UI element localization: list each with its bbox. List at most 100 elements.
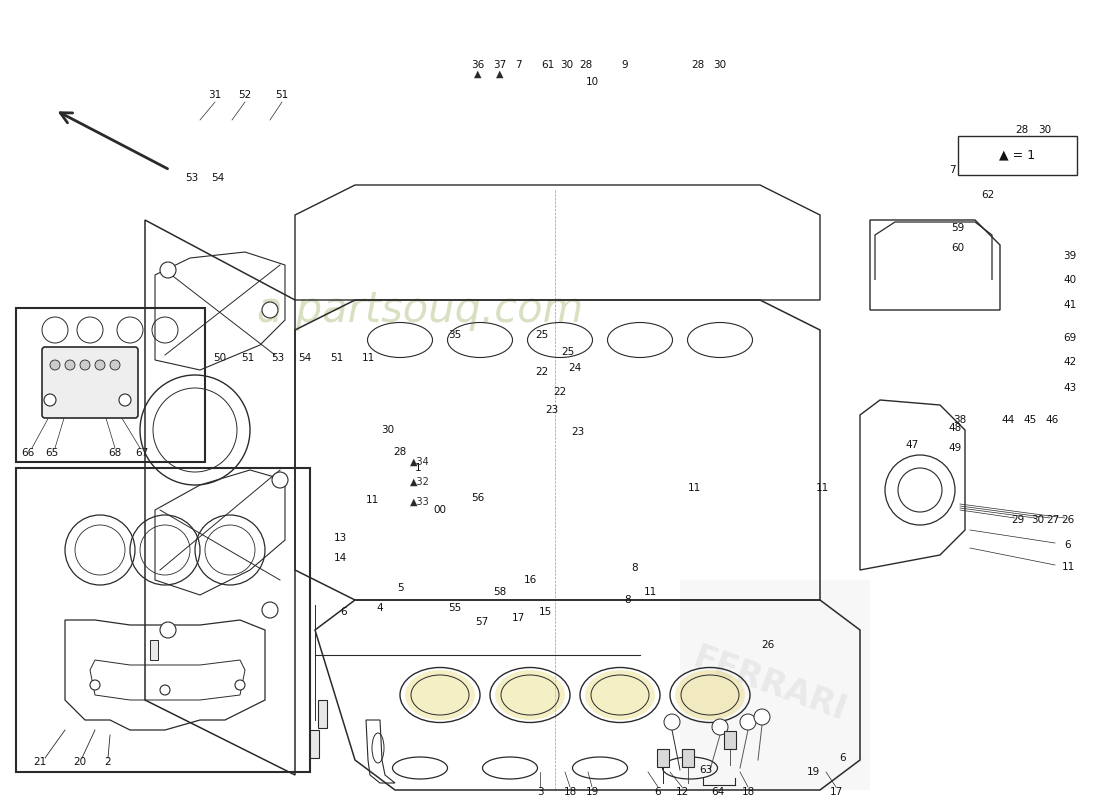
Circle shape [65, 360, 75, 370]
Text: 48: 48 [948, 423, 961, 433]
Text: 30: 30 [1032, 515, 1045, 525]
Text: 37: 37 [494, 60, 507, 70]
Text: 36: 36 [472, 60, 485, 70]
Text: 11: 11 [362, 353, 375, 363]
Text: 17: 17 [512, 613, 525, 623]
Text: 38: 38 [954, 415, 967, 425]
Circle shape [740, 714, 756, 730]
Text: 41: 41 [1064, 300, 1077, 310]
Text: 68: 68 [109, 448, 122, 458]
Text: 8: 8 [631, 563, 638, 573]
Text: 59: 59 [952, 223, 965, 233]
Text: FERRARI: FERRARI [689, 642, 851, 728]
Text: 35: 35 [449, 330, 462, 340]
Text: 17: 17 [829, 787, 843, 797]
Text: 11: 11 [815, 483, 828, 493]
Circle shape [90, 680, 100, 690]
Ellipse shape [405, 670, 475, 720]
Circle shape [110, 360, 120, 370]
Text: 26: 26 [761, 640, 774, 650]
Text: 53: 53 [186, 173, 199, 183]
Text: 1: 1 [415, 463, 421, 473]
Text: 7: 7 [948, 165, 955, 175]
Text: 14: 14 [333, 553, 346, 563]
Bar [724, 731, 736, 749]
Text: 46: 46 [1045, 415, 1058, 425]
Text: 42: 42 [1064, 357, 1077, 367]
Bar [150, 640, 158, 660]
Text: 56: 56 [472, 493, 485, 503]
Circle shape [50, 360, 60, 370]
Text: 13: 13 [333, 533, 346, 543]
Text: 21: 21 [33, 757, 46, 767]
Text: 28: 28 [692, 60, 705, 70]
Text: 23: 23 [546, 405, 559, 415]
Circle shape [235, 680, 245, 690]
Text: 50: 50 [213, 353, 227, 363]
Text: 63: 63 [700, 765, 713, 775]
Text: 5: 5 [397, 583, 404, 593]
Text: 7: 7 [515, 60, 521, 70]
Bar [682, 749, 694, 767]
Text: 11: 11 [688, 483, 701, 493]
Text: 6: 6 [1065, 540, 1071, 550]
Text: 28: 28 [580, 60, 593, 70]
Text: 57: 57 [475, 617, 488, 627]
Text: 10: 10 [585, 77, 598, 87]
Text: 67: 67 [135, 448, 149, 458]
Text: 45: 45 [1023, 415, 1036, 425]
Text: 52: 52 [239, 90, 252, 100]
Text: 65: 65 [45, 448, 58, 458]
Text: a partsouq.com: a partsouq.com [257, 289, 583, 331]
Text: 6: 6 [341, 607, 348, 617]
Circle shape [262, 602, 278, 618]
Text: 15: 15 [538, 607, 551, 617]
Text: 6: 6 [654, 787, 661, 797]
Text: 43: 43 [1064, 383, 1077, 393]
Text: 51: 51 [241, 353, 254, 363]
Text: 11: 11 [1062, 562, 1075, 572]
Circle shape [160, 262, 176, 278]
Text: 12: 12 [675, 787, 689, 797]
FancyBboxPatch shape [16, 308, 205, 462]
Text: 31: 31 [208, 90, 221, 100]
Text: 61: 61 [541, 60, 554, 70]
Text: 22: 22 [553, 387, 566, 397]
Circle shape [272, 472, 288, 488]
Circle shape [119, 394, 131, 406]
Text: 22: 22 [536, 367, 549, 377]
Circle shape [754, 709, 770, 725]
Text: 47: 47 [905, 440, 918, 450]
Text: 28: 28 [394, 447, 407, 457]
Text: 51: 51 [275, 90, 288, 100]
Text: 55: 55 [449, 603, 462, 613]
Circle shape [80, 360, 90, 370]
Text: ▲32: ▲32 [410, 477, 430, 487]
Text: 40: 40 [1064, 275, 1077, 285]
Text: 51: 51 [330, 353, 343, 363]
Text: 26: 26 [1062, 515, 1075, 525]
Text: 44: 44 [1001, 415, 1014, 425]
FancyBboxPatch shape [958, 136, 1077, 175]
Text: 30: 30 [1038, 125, 1052, 135]
Text: 49: 49 [948, 443, 961, 453]
Circle shape [160, 685, 170, 695]
Circle shape [664, 714, 680, 730]
Text: 4: 4 [376, 603, 383, 613]
Bar [657, 749, 669, 767]
Text: 28: 28 [1015, 125, 1028, 135]
Text: 18: 18 [741, 787, 755, 797]
Text: 16: 16 [524, 575, 537, 585]
Circle shape [262, 302, 278, 318]
Bar [310, 730, 319, 758]
Text: 28: 28 [981, 165, 994, 175]
Text: 20: 20 [74, 757, 87, 767]
Ellipse shape [675, 670, 745, 720]
Text: 54: 54 [211, 173, 224, 183]
Text: 19: 19 [585, 787, 598, 797]
Text: 11: 11 [644, 587, 657, 597]
Text: 39: 39 [1064, 251, 1077, 261]
Text: 25: 25 [561, 347, 574, 357]
Text: 53: 53 [272, 353, 285, 363]
Text: 24: 24 [569, 363, 582, 373]
